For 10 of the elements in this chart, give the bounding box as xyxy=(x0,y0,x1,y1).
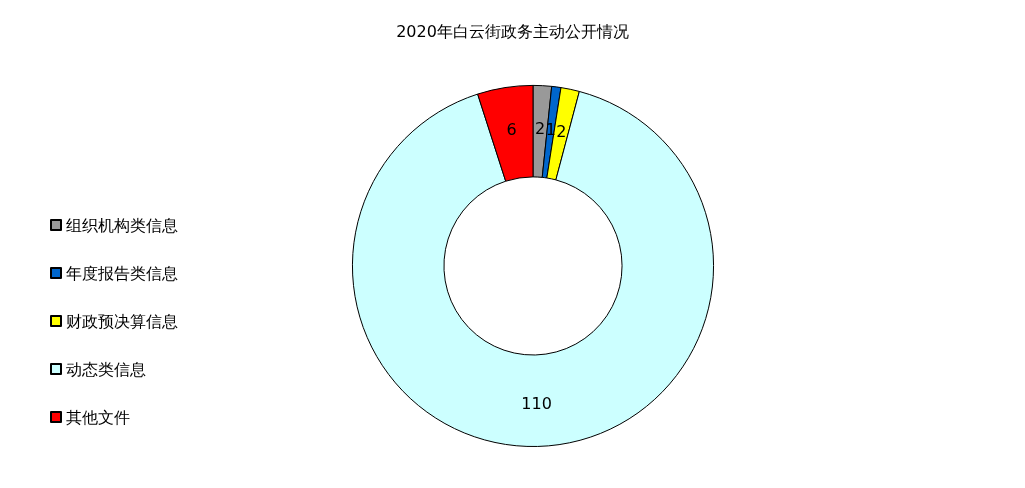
legend-label: 年度报告类信息 xyxy=(66,263,178,283)
legend-label: 动态类信息 xyxy=(66,359,146,379)
chart-title: 2020年白云街政务主动公开情况 xyxy=(396,21,629,41)
data-label: 2 xyxy=(556,121,567,141)
legend-label: 组织机构类信息 xyxy=(66,215,178,235)
data-label: 2 xyxy=(535,118,546,138)
data-label: 110 xyxy=(521,394,552,414)
legend-label: 财政预决算信息 xyxy=(66,311,178,331)
data-label: 6 xyxy=(506,120,517,140)
legend-label: 其他文件 xyxy=(66,407,130,427)
